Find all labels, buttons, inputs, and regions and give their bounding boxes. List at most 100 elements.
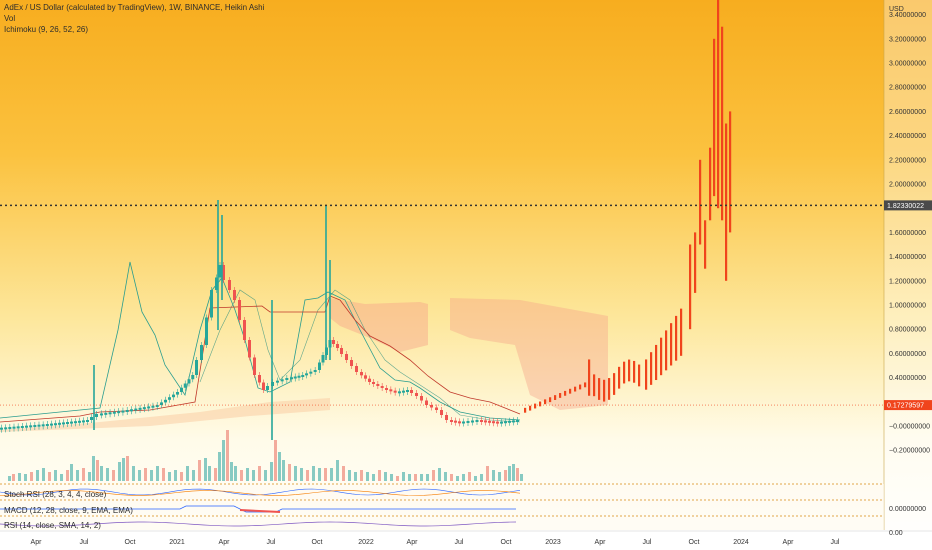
candle xyxy=(104,412,108,415)
volume-bar xyxy=(420,474,423,481)
volume-bar xyxy=(462,474,465,481)
projection-candle xyxy=(549,397,552,403)
volume-bar xyxy=(222,440,225,481)
volume-bar xyxy=(246,468,249,481)
candle xyxy=(25,425,28,428)
volume-bar xyxy=(258,466,261,481)
candle xyxy=(100,413,103,416)
candle xyxy=(112,411,116,414)
projection-candle xyxy=(574,386,577,392)
candle xyxy=(82,420,85,423)
candle xyxy=(492,421,495,424)
volume-bar xyxy=(264,470,267,481)
time-tick-label: Jul xyxy=(455,539,464,546)
candle xyxy=(117,411,121,414)
volume-bar xyxy=(66,470,69,481)
projection-candle xyxy=(717,0,720,209)
volume-bar xyxy=(414,474,417,481)
candle xyxy=(134,408,138,411)
candle xyxy=(138,407,142,410)
volume-bar xyxy=(384,472,387,481)
candle xyxy=(290,377,293,380)
volume-bar xyxy=(324,468,327,481)
projection-candle xyxy=(539,401,542,407)
candle xyxy=(496,421,499,424)
candle xyxy=(180,387,183,392)
candle xyxy=(280,379,284,382)
candle xyxy=(262,382,265,390)
projection-candle xyxy=(689,244,692,330)
candle xyxy=(301,375,305,377)
candle xyxy=(66,422,69,424)
candle xyxy=(336,344,339,348)
candle xyxy=(233,290,236,300)
candle xyxy=(440,410,443,415)
candle xyxy=(187,379,191,384)
volume-bar xyxy=(516,468,519,481)
candle xyxy=(86,420,89,422)
volume-bar xyxy=(330,468,333,481)
candle xyxy=(151,405,155,408)
candle xyxy=(90,417,93,420)
candle xyxy=(121,410,125,413)
projection-candle xyxy=(638,364,641,387)
candles-historical xyxy=(0,200,519,440)
macd-axis-label: 0.00000000 xyxy=(889,506,926,513)
candle xyxy=(172,394,175,398)
projection-candle xyxy=(544,399,547,405)
crosshair-price-tag xyxy=(884,200,932,211)
volume-bar xyxy=(432,470,435,481)
candle xyxy=(58,422,61,425)
candles-projection xyxy=(524,0,732,413)
candle xyxy=(183,383,187,388)
rsi-line xyxy=(0,521,517,527)
volume-bar xyxy=(468,472,471,481)
projection-candle xyxy=(559,393,562,398)
volume-bar xyxy=(360,470,363,481)
candle xyxy=(458,421,461,424)
volume-bar xyxy=(318,468,321,481)
candle xyxy=(512,420,515,423)
candle xyxy=(222,265,225,280)
candle xyxy=(372,382,375,384)
volume-bar xyxy=(450,474,453,481)
volume-bar xyxy=(214,468,217,481)
candle xyxy=(508,420,511,423)
projection-candle xyxy=(655,344,658,381)
candle xyxy=(305,373,308,376)
price-tick-label: 3.00000000 xyxy=(889,61,926,68)
volume-bar xyxy=(100,466,103,481)
price-tick-label: 2.00000000 xyxy=(889,182,926,189)
projection-candle xyxy=(660,337,663,376)
volume-bar xyxy=(174,470,177,481)
volume-bar xyxy=(520,474,523,481)
candle xyxy=(430,405,433,408)
price-tick-label: 2.40000000 xyxy=(889,133,926,140)
candle xyxy=(445,415,448,420)
ichimoku-chikou-line xyxy=(199,289,521,423)
time-tick-label: 2022 xyxy=(358,539,374,546)
volume-bar xyxy=(492,470,495,481)
volume-bar xyxy=(396,476,399,481)
projection-candle xyxy=(524,407,527,413)
projection-candle xyxy=(704,220,707,269)
macd-label: MACD (12, 28, close, 9, EMA, EMA) xyxy=(4,506,133,515)
candle xyxy=(318,362,321,370)
volume-bar xyxy=(474,476,477,481)
ichimoku-tenkan-line xyxy=(0,261,521,421)
ichimoku-cloud xyxy=(450,298,608,410)
volume-bar xyxy=(126,456,129,481)
volume-bar xyxy=(106,468,109,481)
volume-bar xyxy=(234,466,237,481)
projection-candle xyxy=(564,390,567,396)
symbol-title: AdEx / US Dollar (calculated by TradingV… xyxy=(4,3,265,12)
volume-bar xyxy=(240,470,243,481)
candle xyxy=(462,421,465,424)
candle xyxy=(54,423,57,426)
time-tick-label: Oct xyxy=(312,539,323,546)
volume-bar xyxy=(408,474,411,481)
volume-bar xyxy=(24,474,27,481)
projection-candle xyxy=(554,395,557,400)
